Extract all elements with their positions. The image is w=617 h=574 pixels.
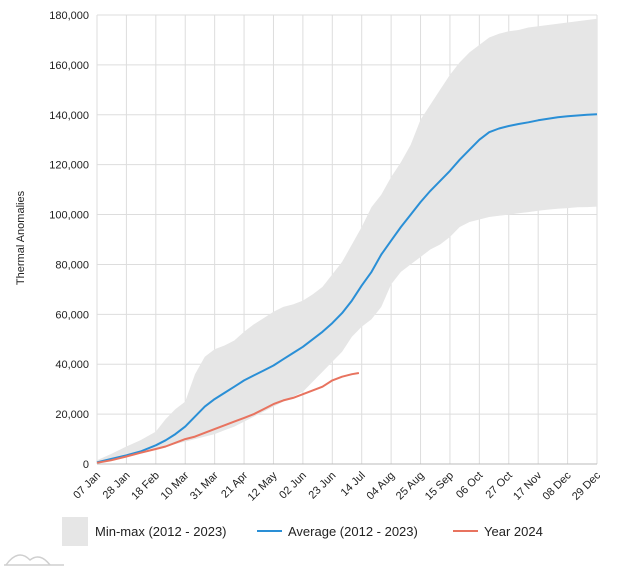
x-tick-label: 14 Jul (339, 470, 368, 499)
legend-label-average: Average (2012 - 2023) (288, 524, 418, 539)
y-tick-label: 120,000 (49, 160, 89, 172)
x-tick-label: 06 Oct (454, 470, 485, 501)
logo-icon (4, 554, 64, 566)
x-tick-label: 12 May (246, 469, 280, 503)
legend-label-year-2024: Year 2024 (484, 524, 543, 539)
average-line (96, 113, 598, 464)
y-tick-label: 20,000 (55, 409, 89, 421)
grid (96, 14, 598, 465)
x-tick-label: 25 Aug (394, 470, 427, 503)
legend-label-minmax: Min-max (2012 - 2023) (95, 524, 227, 539)
x-tick-label: 07 Jan (71, 470, 103, 502)
y-tick-label: 40,000 (55, 359, 89, 371)
x-tick-label: 02 Jun (277, 470, 309, 502)
y-tick-label: 0 (83, 459, 89, 471)
min-max-area (97, 18, 597, 464)
x-tick-label: 28 Jan (101, 470, 133, 502)
x-tick-label: 23 Jun (307, 470, 339, 502)
x-tick-label: 04 Aug (365, 470, 398, 503)
y-tick-label: 140,000 (49, 110, 89, 122)
y-tick-label: 180,000 (49, 10, 89, 22)
x-tick-label: 15 Sep (423, 470, 456, 503)
legend: Min-max (2012 - 2023) Average (2012 - 20… (62, 517, 543, 546)
x-tick-label: 31 Mar (188, 469, 221, 502)
y-tick-label: 160,000 (49, 60, 89, 72)
y-axis-title: Thermal Anomalies (15, 190, 27, 285)
legend-band-swatch (62, 517, 88, 546)
year-2024-line (96, 372, 360, 464)
x-tick-label: 10 Mar (159, 469, 192, 502)
x-tick-label: 18 Feb (129, 470, 162, 503)
series-lines (96, 113, 598, 464)
x-tick-label: 29 Dec (570, 469, 603, 502)
min-max-band (97, 18, 597, 464)
y-tick-label: 100,000 (49, 210, 89, 222)
x-tick-label: 27 Oct (483, 470, 514, 501)
x-tick-label: 08 Dec (541, 469, 574, 502)
x-tick-label: 17 Nov (511, 469, 544, 502)
y-tick-label: 60,000 (55, 309, 89, 321)
y-tick-label: 80,000 (55, 259, 89, 271)
